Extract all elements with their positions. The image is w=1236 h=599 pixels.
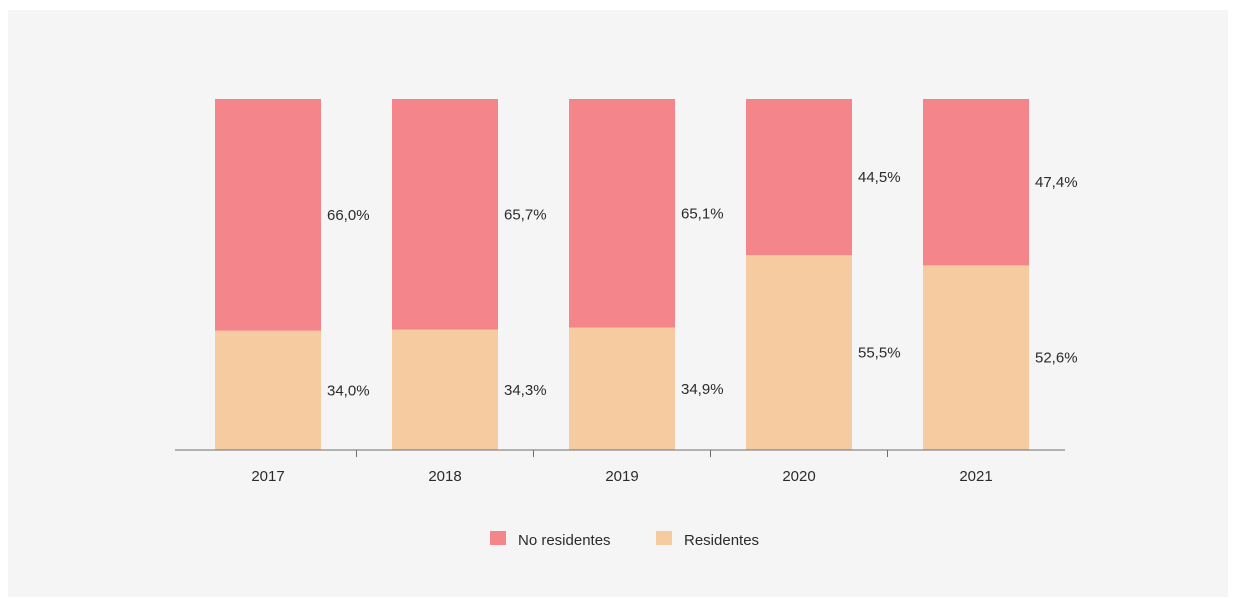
label-no-residentes-2019: 65,1% bbox=[681, 205, 724, 222]
x-tick-label-2020: 2020 bbox=[782, 468, 815, 485]
bar-no-residentes-2019 bbox=[569, 99, 675, 328]
x-tick-label-2019: 2019 bbox=[605, 468, 638, 485]
chart-panel: 66,0% 34,0% 65,7% 34,3% 65,1% 34,9% 44,5% 55,5%… bbox=[8, 10, 1228, 597]
label-residentes-2018: 34,3% bbox=[504, 382, 547, 399]
x-axis-ticks bbox=[356, 450, 888, 457]
label-residentes-2021: 52,6% bbox=[1035, 350, 1078, 367]
legend-label-no-residentes: No residentes bbox=[518, 532, 611, 549]
label-residentes-2019: 34,9% bbox=[681, 381, 724, 398]
legend-item-no-residentes: No residentes bbox=[490, 531, 611, 549]
stacked-bar-chart: 66,0% 34,0% 65,7% 34,3% 65,1% 34,9% 44,5% 55,5%… bbox=[175, 99, 1078, 549]
legend-swatch-no-residentes bbox=[490, 531, 506, 545]
label-no-residentes-2018: 65,7% bbox=[504, 206, 547, 223]
x-axis-tick-labels: 2017 2018 2019 2020 2021 bbox=[251, 468, 992, 485]
bar-residentes-2017 bbox=[215, 330, 321, 450]
label-residentes-2017: 34,0% bbox=[327, 382, 370, 399]
bar-residentes-2019 bbox=[569, 327, 675, 450]
x-tick-label-2018: 2018 bbox=[428, 468, 461, 485]
label-residentes-2020: 55,5% bbox=[858, 345, 901, 362]
legend-item-residentes: Residentes bbox=[656, 531, 759, 549]
label-no-residentes-2021: 47,4% bbox=[1035, 174, 1078, 191]
bars-layer bbox=[215, 99, 1029, 450]
value-labels-layer: 66,0% 34,0% 65,7% 34,3% 65,1% 34,9% 44,5% 55,5%… bbox=[327, 169, 1078, 399]
bar-no-residentes-2018 bbox=[392, 99, 498, 330]
label-no-residentes-2017: 66,0% bbox=[327, 207, 370, 224]
bar-no-residentes-2021 bbox=[923, 99, 1029, 266]
bar-no-residentes-2017 bbox=[215, 99, 321, 331]
legend-swatch-residentes bbox=[656, 531, 672, 545]
legend: No residentes Residentes bbox=[490, 531, 759, 549]
legend-label-residentes: Residentes bbox=[684, 532, 759, 549]
bar-residentes-2021 bbox=[923, 265, 1029, 450]
bar-no-residentes-2020 bbox=[746, 99, 852, 256]
bar-residentes-2020 bbox=[746, 255, 852, 450]
bar-residentes-2018 bbox=[392, 329, 498, 450]
x-tick-label-2021: 2021 bbox=[959, 468, 992, 485]
label-no-residentes-2020: 44,5% bbox=[858, 169, 901, 186]
x-tick-label-2017: 2017 bbox=[251, 468, 284, 485]
